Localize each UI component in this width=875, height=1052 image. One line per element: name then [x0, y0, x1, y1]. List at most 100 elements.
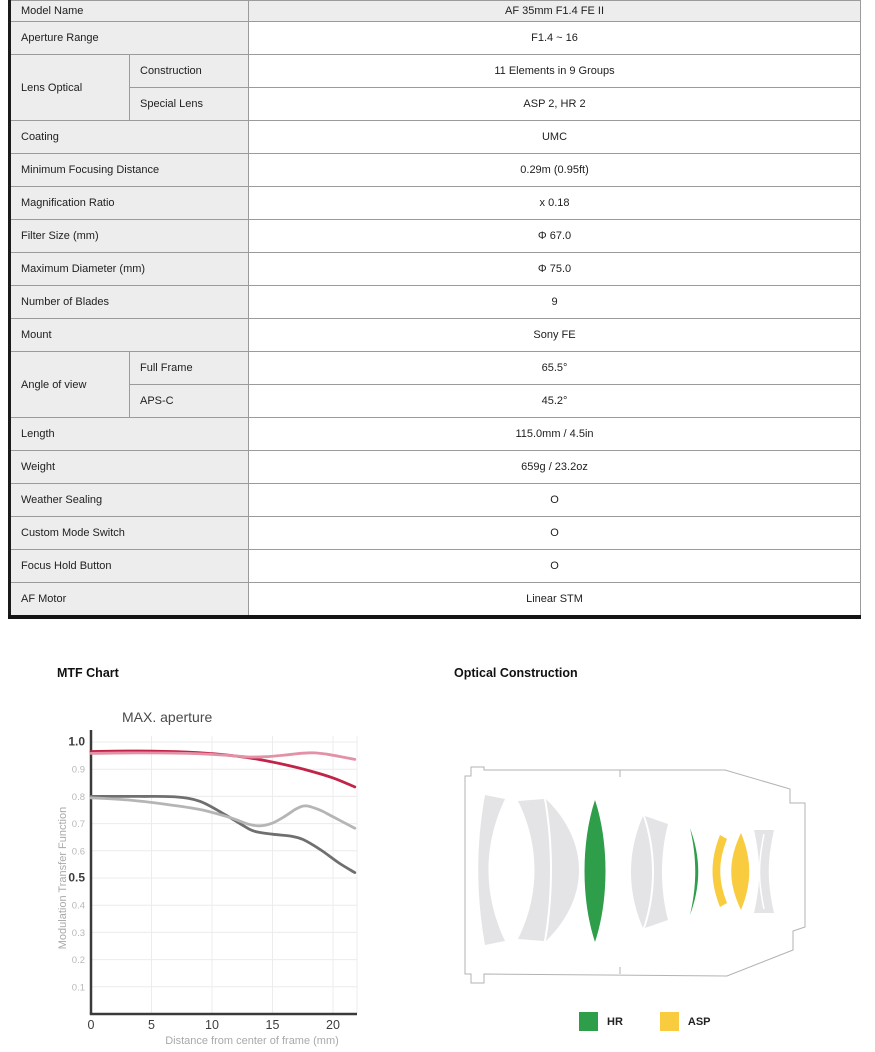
spec-value: 45.2° [248, 384, 861, 418]
spec-row: AF Motor Linear STM [8, 582, 861, 618]
spec-label: Filter Size (mm) [8, 219, 250, 253]
legend-item-asp: ASP [659, 1012, 711, 1031]
legend-label: ASP [687, 1015, 711, 1028]
lens-element-3 [546, 799, 579, 941]
spec-value: Φ 67.0 [248, 219, 861, 253]
y-axis-name: Modulation Transfer Function [57, 807, 69, 949]
spec-value: F1.4 ~ 16 [248, 21, 861, 55]
x-axis-tick-label: 15 [266, 1018, 280, 1032]
spec-label: AF Motor [8, 582, 250, 618]
spec-label: Weather Sealing [8, 483, 250, 517]
y-axis-tick-label: 0.5 [68, 871, 85, 885]
spec-label: Number of Blades [8, 285, 250, 319]
spec-label: Aperture Range [8, 21, 250, 55]
lens-element-10 [754, 830, 774, 913]
spec-row: Angle of view Full Frame 65.5° [9, 351, 861, 418]
spec-row: Model Name AF 35mm F1.4 FE II [8, 0, 861, 22]
spec-label: Minimum Focusing Distance [8, 153, 250, 187]
legend-label: HR [607, 1015, 623, 1028]
mtf-chart-heading: MTF Chart [57, 666, 119, 680]
spec-label: Lens Optical [9, 54, 130, 121]
y-axis-tick-label: 1.0 [68, 735, 85, 749]
x-axis-tick-label: 5 [148, 1018, 155, 1032]
spec-label: Custom Mode Switch [8, 516, 250, 550]
spec-value: x 0.18 [248, 186, 861, 220]
lens-element-6 [645, 816, 668, 928]
spec-value: 9 [248, 285, 861, 319]
spec-label: Mount [8, 318, 250, 352]
spec-row: Number of Blades 9 [8, 285, 861, 319]
spec-row: APS-C 45.2° [10, 384, 861, 418]
spec-table-body: Model Name AF 35mm F1.4 FE II Aperture Ran… [8, 0, 861, 618]
legend-swatch-hr [579, 1012, 598, 1031]
lens-spec-table: Model Name AF 35mm F1.4 FE II Aperture Ran… [8, 0, 861, 619]
spec-row: Lens Optical Construction 11 Elements in 9… [9, 54, 861, 121]
spec-value: ASP 2, HR 2 [248, 87, 861, 121]
spec-row: Coating UMC [8, 120, 861, 154]
spec-row: Filter Size (mm) Φ 67.0 [8, 219, 861, 253]
mtf-curve-pink-upper [89, 751, 357, 761]
spec-row: Minimum Focusing Distance 0.29m (0.95ft) [8, 153, 861, 187]
figures-section: MTF Chart 0.1 0.2 0.3 0.4 0.5 0.6 0.7 0.8 0.9 1.0… [0, 666, 875, 1052]
spec-row: Length 115.0mm / 4.5in [8, 417, 861, 451]
lens-legend: HR ASP [579, 1012, 875, 1031]
spec-value: Linear STM [248, 582, 861, 618]
lens-element-4-hr [584, 800, 606, 942]
spec-value: 115.0mm / 4.5in [248, 417, 861, 451]
spec-value: UMC [248, 120, 861, 154]
spec-value: 65.5° [248, 351, 861, 385]
mtf-curve-light-gray-lower [89, 796, 357, 830]
legend-item-hr: HR [579, 1012, 623, 1031]
spec-label: Model Name [8, 0, 250, 22]
spec-label: Weight [8, 450, 250, 484]
lens-barrel-outline [464, 766, 806, 984]
spec-value: O [248, 483, 861, 517]
mtf-chart-title: MAX. aperture [122, 709, 212, 725]
spec-value: AF 35mm F1.4 FE II [248, 0, 861, 22]
x-axis-tick-label: 0 [88, 1018, 95, 1032]
y-axis-tick-label: 0.7 [72, 819, 85, 830]
spec-value: Φ 75.0 [248, 252, 861, 286]
lens-element-2 [518, 799, 550, 941]
optical-construction-section: Optical Construction HR ASP [454, 666, 875, 1031]
spec-value: O [248, 549, 861, 583]
spec-row: Aperture Range F1.4 ~ 16 [8, 21, 861, 55]
lens-element-1 [478, 795, 505, 945]
spec-label: Coating [8, 120, 250, 154]
mtf-chart: 0.1 0.2 0.3 0.4 0.5 0.6 0.7 0.8 0.9 1.0 0 5 10 15 20 MA… [57, 709, 358, 1047]
spec-row: Special Lens ASP 2, HR 2 [10, 87, 861, 121]
y-axis-tick-label: 0.2 [72, 955, 85, 966]
spec-label: Length [8, 417, 250, 451]
mtf-curve-dark-gray-lower [89, 794, 357, 874]
spec-label: Angle of view [9, 351, 130, 418]
spec-row: Custom Mode Switch O [8, 516, 861, 550]
spec-label: Magnification Ratio [8, 186, 250, 220]
spec-sublabel: Construction [128, 54, 250, 88]
legend-swatch-asp [659, 1012, 679, 1031]
lens-element-5 [631, 816, 652, 928]
spec-row: Weight 659g / 23.2oz [8, 450, 861, 484]
y-axis-tick-label: 0.3 [72, 928, 85, 939]
y-axis-tick-label: 0.6 [72, 846, 85, 857]
spec-sublabel: Special Lens [128, 87, 250, 121]
spec-value: 11 Elements in 9 Groups [248, 54, 861, 88]
spec-value: 659g / 23.2oz [248, 450, 861, 484]
y-axis-tick-label: 0.1 [72, 982, 85, 993]
spec-label: Focus Hold Button [8, 549, 250, 583]
lens-element-8-asp [712, 835, 727, 907]
spec-value: 0.29m (0.95ft) [248, 153, 861, 187]
spec-label: Maximum Diameter (mm) [8, 252, 250, 286]
x-axis-name: Distance from center of frame (mm) [165, 1035, 339, 1047]
spec-row: Weather Sealing O [8, 483, 861, 517]
spec-row: Focus Hold Button O [8, 549, 861, 583]
spec-sublabel: Full Frame [128, 351, 250, 385]
mtf-chart-section: MTF Chart 0.1 0.2 0.3 0.4 0.5 0.6 0.7 0.8 0.9 1.0… [45, 666, 377, 1052]
y-axis-tick-label: 0.4 [72, 901, 85, 912]
spec-value: Sony FE [248, 318, 861, 352]
spec-row: Maximum Diameter (mm) Φ 75.0 [8, 252, 861, 286]
spec-sublabel: APS-C [128, 384, 250, 418]
lens-element-10-seam [758, 833, 765, 910]
lens-element-9-asp [731, 833, 750, 910]
lens-element-7-hr [690, 828, 699, 915]
spec-row: Magnification Ratio x 0.18 [8, 186, 861, 220]
